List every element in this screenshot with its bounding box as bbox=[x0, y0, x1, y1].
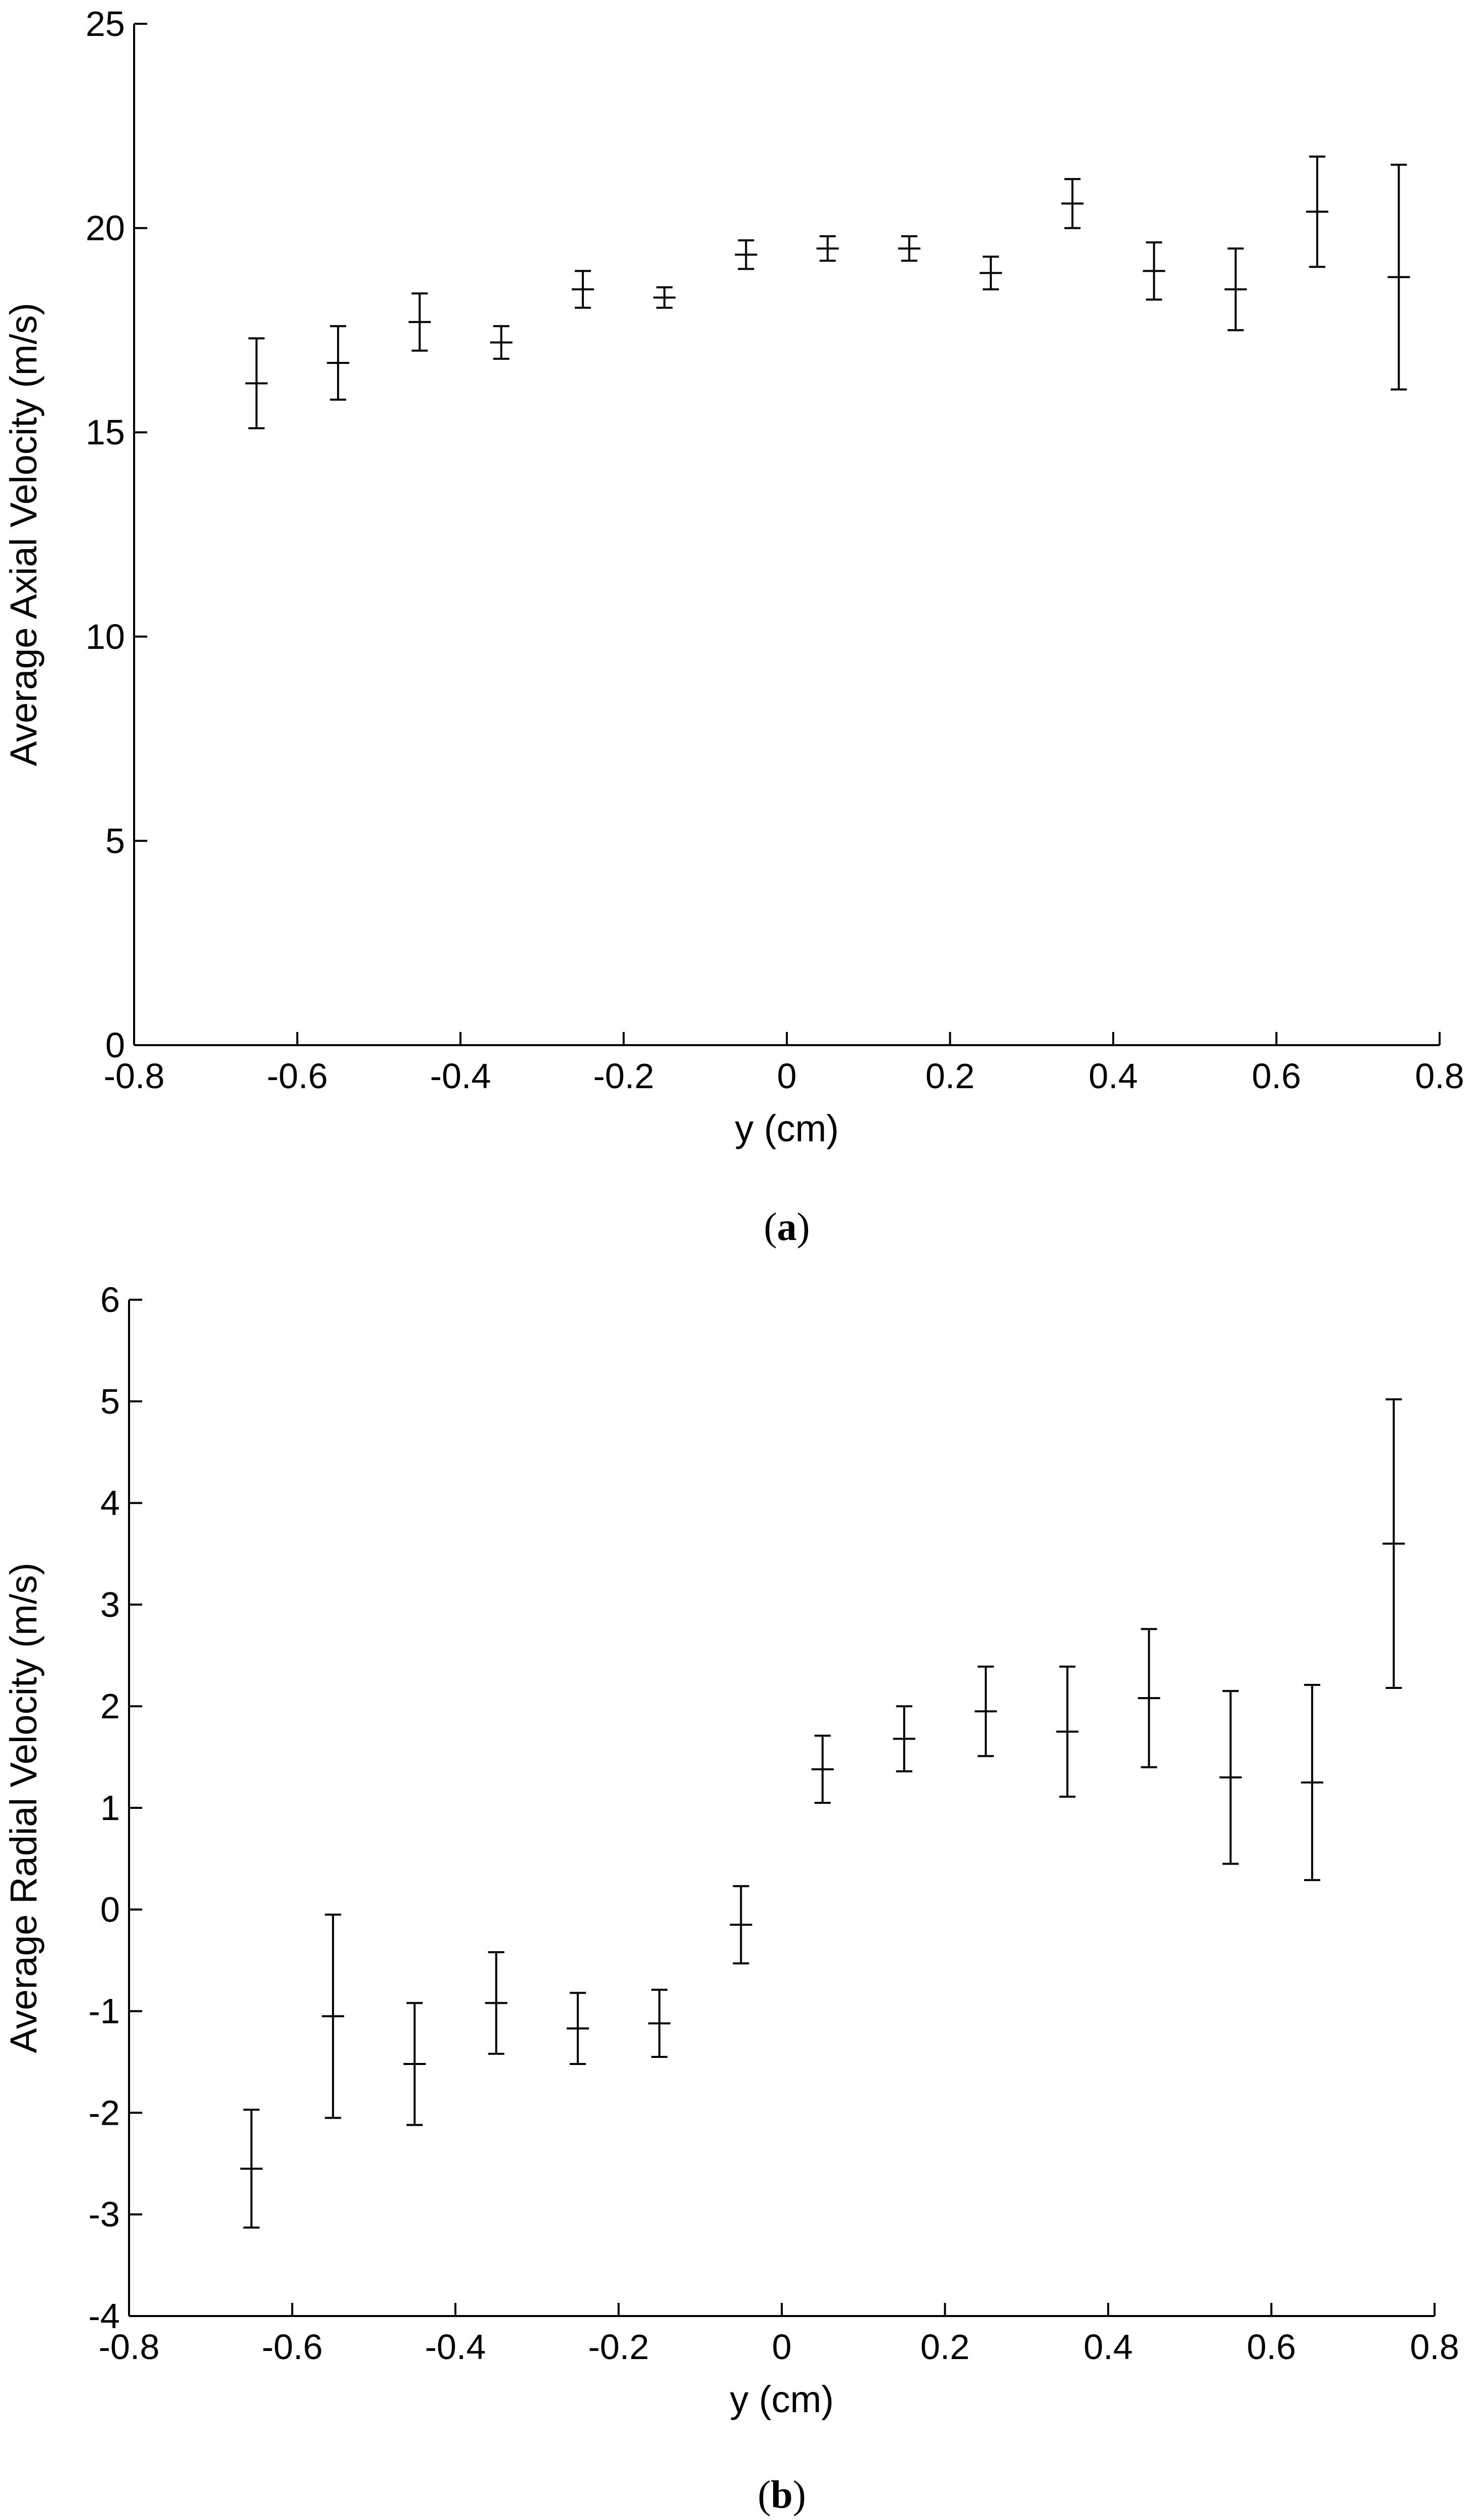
data-point bbox=[1219, 1690, 1242, 1865]
x-tick-label: 0.8 bbox=[1415, 1056, 1464, 1096]
x-tick-label: 0.2 bbox=[920, 2327, 970, 2367]
y-tick-label: 0 bbox=[100, 1890, 120, 1929]
y-tick-label: 5 bbox=[100, 1382, 120, 1421]
data-point bbox=[893, 1705, 915, 1772]
y-tick-label: -3 bbox=[89, 2195, 120, 2234]
y-tick-label: -2 bbox=[89, 2093, 120, 2132]
x-tick-label: -0.6 bbox=[267, 1056, 328, 1096]
y-tick-label: 3 bbox=[100, 1585, 120, 1624]
data-point bbox=[653, 286, 676, 309]
x-tick-label: -0.2 bbox=[593, 1056, 654, 1096]
x-tick-label: -0.4 bbox=[430, 1056, 491, 1096]
data-point bbox=[1138, 1628, 1160, 1768]
y-tick-label: 2 bbox=[100, 1686, 120, 1726]
x-tick-label: -0.6 bbox=[262, 2327, 323, 2367]
panel-caption: (a) bbox=[764, 1205, 810, 1249]
data-point bbox=[403, 2002, 426, 2126]
data-point bbox=[1056, 1665, 1079, 1798]
x-tick-label: 0 bbox=[777, 1056, 797, 1096]
y-tick-label: 20 bbox=[86, 209, 125, 248]
data-point bbox=[816, 235, 839, 262]
data-point bbox=[485, 1951, 508, 2055]
data-point bbox=[975, 1665, 997, 1757]
y-tick-label: -1 bbox=[89, 1992, 120, 2031]
x-tick-label: -0.8 bbox=[99, 2327, 160, 2367]
data-point bbox=[1143, 241, 1165, 301]
y-tick-label: 25 bbox=[86, 4, 125, 44]
caption-open-paren: ( bbox=[764, 1205, 777, 1249]
y-axis-label: Average Radial Velocity (m/s) bbox=[3, 1562, 45, 2053]
data-point bbox=[327, 325, 350, 401]
x-axis-label: y (cm) bbox=[735, 1107, 839, 1149]
chart-panel-b: -0.8 -0.6 -0.4 -0.2 0 0.2 0.4 0.6 0.8 -4 -3 -2 -1 0 1 2… bbox=[3, 1280, 1459, 2516]
data-point bbox=[898, 235, 920, 262]
y-axis-label: Average Axial Velocity (m/s) bbox=[3, 303, 45, 766]
y-tick-label: 1 bbox=[100, 1788, 120, 1828]
y-tick-label: 6 bbox=[100, 1280, 120, 1319]
panel-caption: (b) bbox=[757, 2472, 806, 2516]
y-tick-label: 5 bbox=[105, 821, 125, 860]
x-tick-label: 0.8 bbox=[1410, 2327, 1459, 2367]
caption-letter: b bbox=[771, 2472, 792, 2516]
caption-letter: a bbox=[777, 1205, 797, 1249]
data-point bbox=[245, 337, 268, 430]
y-tick-label: -4 bbox=[89, 2296, 120, 2336]
data-point bbox=[811, 1734, 834, 1804]
data-point bbox=[1306, 155, 1329, 268]
x-tick-label: 0.4 bbox=[1083, 2327, 1132, 2367]
data-point bbox=[490, 325, 513, 360]
data-point bbox=[566, 1992, 589, 2065]
x-tick-label: 0.2 bbox=[925, 1056, 975, 1096]
data-point bbox=[1382, 1398, 1405, 1689]
data-point bbox=[980, 256, 1002, 291]
x-tick-label: 0.6 bbox=[1252, 1056, 1301, 1096]
x-axis-label: y (cm) bbox=[730, 2378, 834, 2420]
data-point bbox=[730, 1885, 752, 1965]
x-tick-label: 0.6 bbox=[1247, 2327, 1296, 2367]
y-tick-label: 4 bbox=[100, 1483, 120, 1523]
x-tick-label: -0.4 bbox=[425, 2327, 486, 2367]
y-tick-label: 15 bbox=[86, 412, 125, 452]
data-point bbox=[1387, 163, 1410, 391]
y-tick-label: 0 bbox=[105, 1025, 125, 1065]
data-point bbox=[322, 1913, 345, 2119]
caption-close-paren: ) bbox=[793, 2472, 806, 2516]
x-tick-label: -0.2 bbox=[588, 2327, 649, 2367]
data-point bbox=[1061, 178, 1084, 229]
caption-close-paren: ) bbox=[797, 1205, 810, 1249]
data-point bbox=[648, 1989, 671, 2058]
data-point bbox=[571, 270, 594, 309]
chart-panel-a: -0.8 -0.6 -0.4 -0.2 0 0.2 0.4 0.6 0.8 0 5 10 15 20 25 y… bbox=[3, 4, 1464, 1249]
data-point bbox=[735, 239, 757, 270]
data-point bbox=[1224, 247, 1247, 332]
x-tick-label: 0 bbox=[772, 2327, 792, 2367]
data-point bbox=[408, 292, 431, 352]
caption-open-paren: ( bbox=[757, 2472, 771, 2516]
x-tick-label: -0.8 bbox=[104, 1056, 165, 1096]
data-point bbox=[240, 2109, 263, 2229]
x-tick-label: 0.4 bbox=[1088, 1056, 1138, 1096]
data-point bbox=[1301, 1684, 1324, 1881]
y-tick-label: 10 bbox=[86, 617, 125, 656]
